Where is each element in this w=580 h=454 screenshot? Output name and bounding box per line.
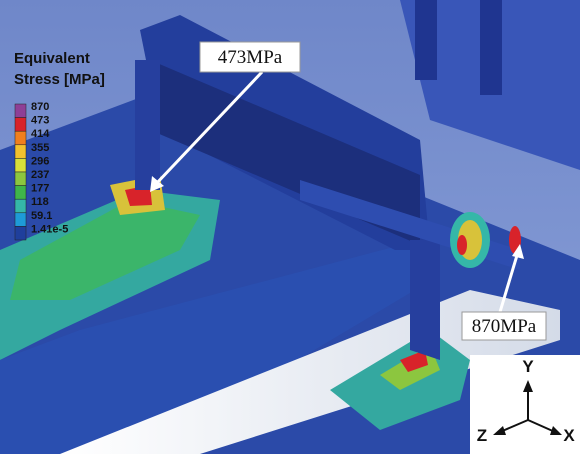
- axis-triad: Y Z X: [470, 355, 580, 454]
- legend-swatch: [15, 145, 26, 159]
- legend-level: 237: [31, 169, 49, 181]
- legend-swatch: [15, 226, 26, 240]
- legend-level: 296: [31, 155, 49, 167]
- callout-label: 473MPa: [218, 47, 283, 68]
- legend-title: Equivalent: [14, 50, 90, 67]
- legend-level: 118: [31, 196, 49, 208]
- legend-level: 177: [31, 183, 49, 195]
- legend-swatch: [15, 131, 26, 145]
- legend-swatch: [15, 104, 26, 118]
- axis-label: Z: [477, 426, 487, 445]
- legend-level: 414: [31, 128, 50, 140]
- legend-swatch: [15, 118, 26, 132]
- axis-label: X: [563, 426, 575, 445]
- legend-level: 1.41e-5: [31, 223, 68, 235]
- callout-label: 870MPa: [472, 316, 537, 337]
- axis-label: Y: [522, 357, 534, 376]
- legend-swatch: [15, 158, 26, 172]
- legend-swatch: [15, 172, 26, 186]
- legend-level: 473: [31, 115, 49, 127]
- legend-swatch: [15, 199, 26, 213]
- stress-plot: Equivalent Stress [MPa] 870 473414 355296 2…: [0, 0, 580, 454]
- legend-level: 870: [31, 101, 49, 113]
- legend-title: Stress [MPa]: [14, 71, 105, 88]
- legend-level: 59.1: [31, 210, 52, 222]
- legend-swatch: [15, 186, 26, 200]
- legend-swatch: [15, 213, 26, 227]
- legend-level: 355: [31, 142, 49, 154]
